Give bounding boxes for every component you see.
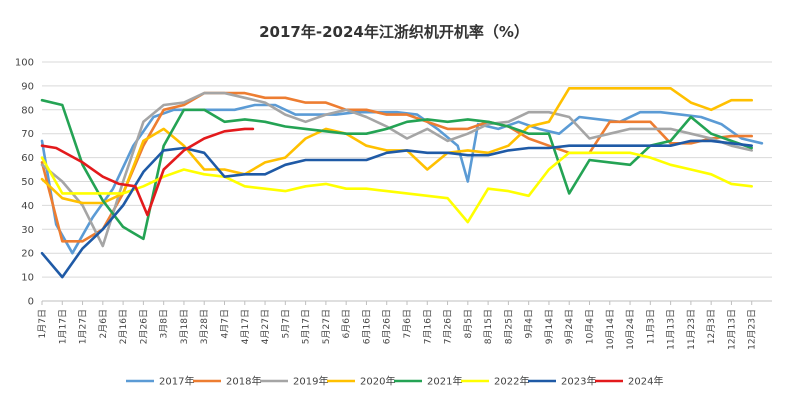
- legend: 2017年 2018年 2019年 2020年 2021年 2022年 2023年 2024年: [126, 375, 663, 388]
- x-tick-label: 10月14日: [605, 309, 616, 350]
- legend-label: 2019年: [293, 375, 328, 388]
- series-line-3: [40, 91, 753, 248]
- x-tick-label: 6月6日: [341, 309, 352, 338]
- x-tick-label: 5月27日: [321, 309, 332, 344]
- x-axis-ticks: 1月7日 1月17日 1月27日 2月6日 2月16日 2月26日 3月8日 3月18日 3月2…: [37, 301, 758, 350]
- x-tick-label: 3月28日: [199, 309, 210, 344]
- legend-item: 2018年: [193, 375, 261, 388]
- y-axis-ticks: 0 10 20 30 40 50 60 70 80 90 100: [15, 58, 34, 308]
- legend-label: 2023年: [561, 375, 596, 388]
- x-tick-label: 3月8日: [159, 309, 170, 338]
- x-tick-label: 8月15日: [483, 309, 494, 344]
- x-tick-label: 9月4日: [524, 309, 535, 338]
- x-tick-label: 6月16日: [361, 309, 372, 344]
- legend-label: 2020年: [360, 375, 395, 388]
- legend-label: 2017年: [159, 375, 194, 388]
- x-tick-label: 9月14日: [544, 309, 555, 344]
- legend-label: 2021年: [427, 375, 462, 388]
- y-tick-label: 90: [21, 81, 34, 92]
- chart-title: 2017年-2024年江浙织机开机率（%）: [259, 23, 529, 41]
- x-tick-label: 11月23日: [686, 309, 697, 350]
- x-tick-label: 1月27日: [78, 309, 89, 344]
- series-line-2: [40, 91, 753, 243]
- x-tick-label: 1月17日: [57, 309, 68, 344]
- y-tick-label: 100: [15, 58, 34, 69]
- legend-item: 2021年: [394, 375, 462, 388]
- legend-item: 2024年: [595, 375, 663, 388]
- x-tick-label: 12月3日: [706, 309, 717, 344]
- series-line-8: [40, 127, 255, 217]
- x-tick-label: 8月5日: [463, 309, 474, 338]
- x-tick-label: 11月13日: [666, 309, 677, 350]
- y-tick-label: 80: [21, 105, 34, 116]
- y-tick-label: 40: [21, 201, 34, 212]
- x-tick-label: 12月23日: [747, 309, 758, 350]
- grid-layer: [42, 61, 772, 302]
- y-tick-label: 50: [21, 177, 34, 188]
- legend-item: 2019年: [260, 375, 328, 388]
- legend-label: 2022年: [494, 375, 529, 388]
- x-tick-label: 5月17日: [301, 309, 312, 344]
- x-tick-label: 4月27日: [260, 309, 271, 344]
- legend-label: 2024年: [628, 375, 663, 388]
- x-tick-label: 7月16日: [422, 309, 433, 344]
- x-tick-label: 7月26日: [443, 309, 454, 344]
- x-tick-label: 1月7日: [37, 309, 48, 338]
- series-layer: [40, 87, 764, 279]
- x-tick-label: 2月16日: [118, 309, 129, 344]
- series-line-7: [40, 139, 753, 279]
- x-tick-label: 4月7日: [220, 309, 231, 338]
- x-tick-label: 9月24日: [564, 309, 575, 344]
- legend-item: 2020年: [327, 375, 395, 388]
- x-tick-label: 8月25日: [503, 309, 514, 344]
- legend-label: 2018年: [226, 375, 261, 388]
- x-tick-label: 7月6日: [402, 309, 413, 338]
- y-tick-label: 0: [28, 297, 34, 308]
- x-tick-label: 3月18日: [179, 309, 190, 344]
- x-tick-label: 10月4日: [585, 309, 596, 344]
- y-tick-label: 30: [21, 225, 34, 236]
- x-tick-label: 11月3日: [645, 309, 656, 344]
- legend-item: 2022年: [461, 375, 529, 388]
- x-tick-label: 6月26日: [382, 309, 393, 344]
- x-tick-label: 12月13日: [726, 309, 737, 350]
- y-tick-label: 10: [21, 273, 34, 284]
- legend-item: 2023年: [528, 375, 596, 388]
- x-tick-label: 4月17日: [240, 309, 251, 344]
- y-tick-label: 70: [21, 129, 34, 140]
- y-tick-label: 20: [21, 249, 34, 260]
- y-tick-label: 60: [21, 153, 34, 164]
- legend-item: 2017年: [126, 375, 194, 388]
- x-tick-label: 2月26日: [138, 309, 149, 344]
- x-tick-label: 10月24日: [625, 309, 636, 350]
- x-tick-label: 5月7日: [280, 309, 291, 338]
- x-tick-label: 2月6日: [98, 309, 109, 338]
- series-line-5: [40, 98, 753, 241]
